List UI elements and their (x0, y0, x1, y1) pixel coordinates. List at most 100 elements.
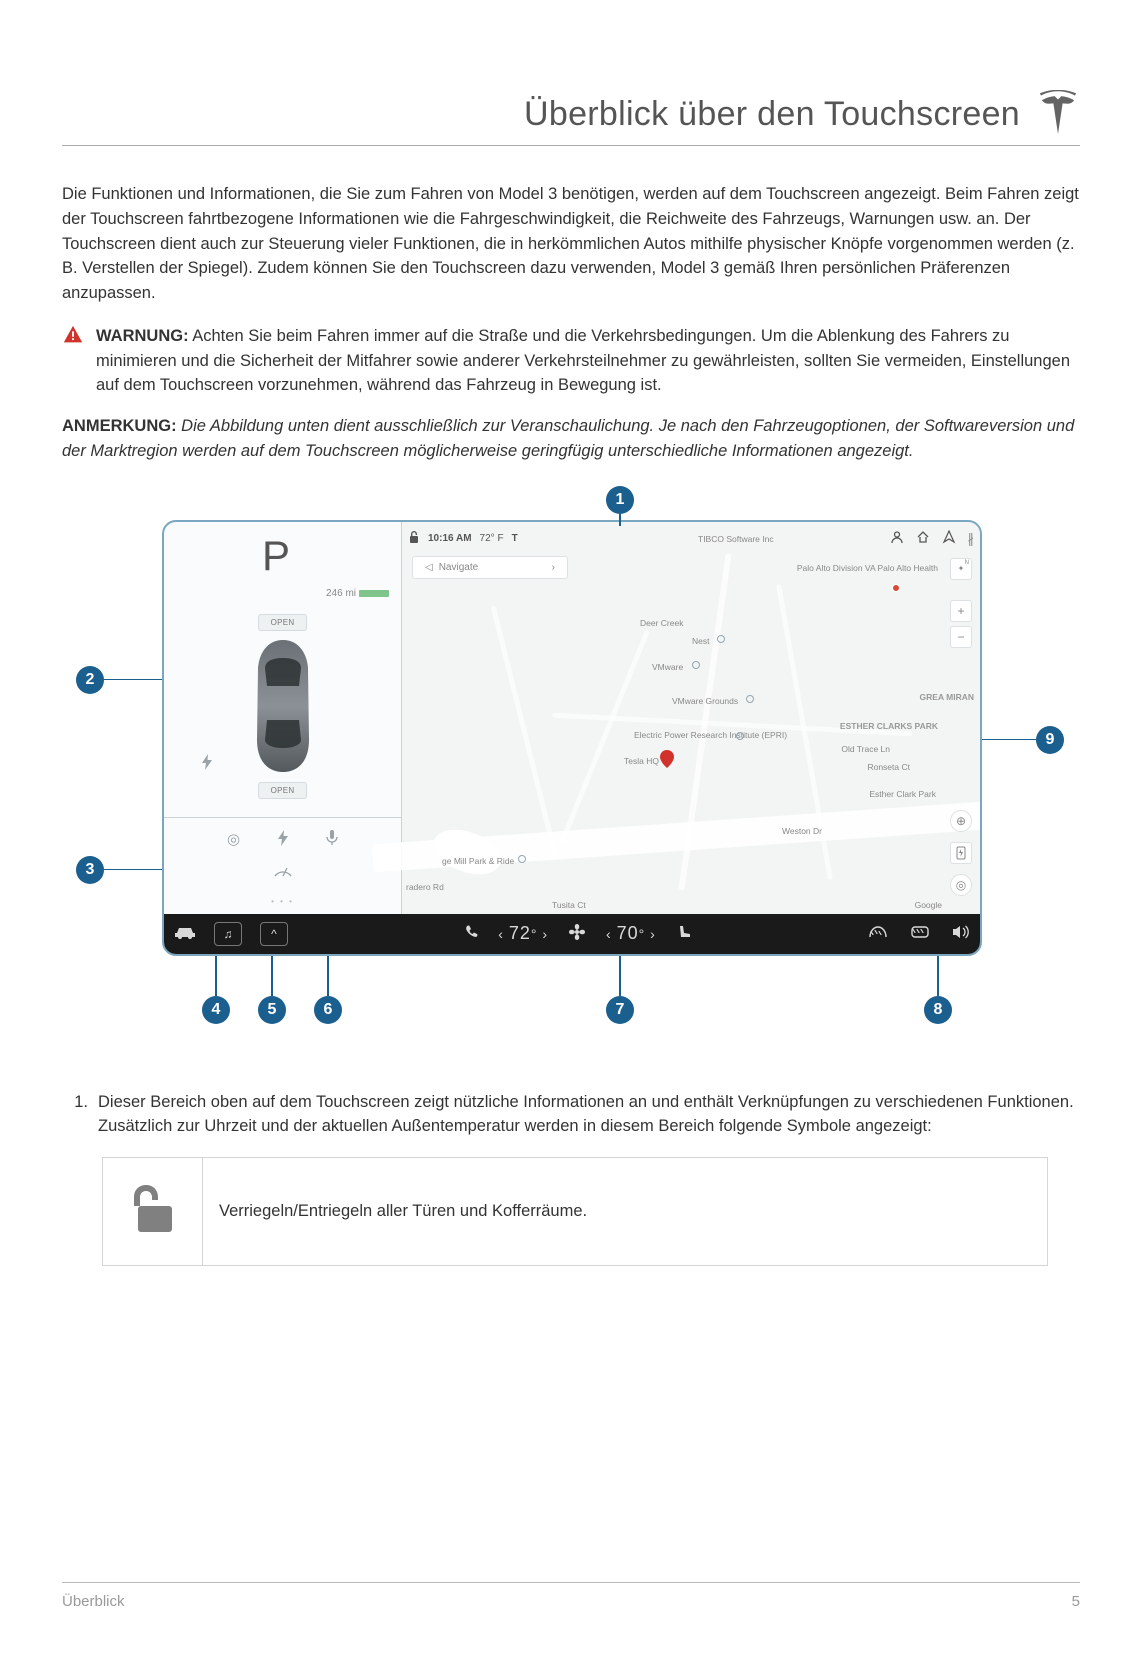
map-label: Google (915, 900, 942, 910)
outside-temp: 72° F (480, 533, 504, 544)
callout-5: 5 (258, 996, 286, 1024)
phone-icon[interactable] (464, 925, 478, 942)
callout-6: 6 (314, 996, 342, 1024)
icon-reference-table: Verriegeln/Entriegeln aller Türen und Ko… (102, 1157, 1048, 1266)
map-label: Electric Power Research Institute (EPRI) (634, 730, 787, 740)
callout-8: 8 (924, 996, 952, 1024)
globe-button[interactable]: ⊕ (950, 810, 972, 832)
map-poi-icon (736, 732, 744, 740)
nav-send-icon: ◁ (425, 562, 433, 573)
fan-icon[interactable] (568, 923, 586, 944)
hvac-driver-temp[interactable]: ‹ 72° › (498, 923, 548, 944)
footer-page-number: 5 (1072, 1593, 1080, 1610)
zoom-out-button[interactable]: − (950, 626, 972, 648)
map-label: radero Rd (406, 882, 444, 892)
open-frunk-button[interactable]: OPEN (258, 614, 308, 631)
callout-2: 2 (76, 666, 104, 694)
callout-4: 4 (202, 996, 230, 1024)
callout-3: 3 (76, 856, 104, 884)
battery-bar-icon (359, 590, 389, 597)
intro-paragraph: Die Funktionen und Informationen, die Si… (62, 182, 1080, 306)
seat-heat-icon[interactable] (676, 924, 692, 943)
map-label: ge Mill Park & Ride (442, 856, 514, 866)
footer-section: Überblick (62, 1593, 125, 1610)
callout-7: 7 (606, 996, 634, 1024)
hvac-passenger-temp[interactable]: ‹ 70° › (606, 923, 656, 944)
map-label: Tusita Ct (552, 900, 586, 910)
page-title: Überblick über den Touchscreen (524, 95, 1020, 134)
tesla-hq-pin-icon (660, 750, 674, 773)
warning-block: WARNUNG: Achten Sie beim Fahren immer au… (62, 324, 1080, 398)
map-area[interactable]: 10:16 AM 72° F T TIBCO Software Inc ∦ ◁N… (402, 522, 980, 918)
status-bar: 10:16 AM 72° F T TIBCO Software Inc ∦ (408, 528, 974, 550)
touchscreen-figure: 1 2 3 4 5 6 7 8 9 P 246 mi OPEN (76, 486, 1066, 1042)
map-label: Palo Alto Division VA Palo Alto Health (797, 564, 938, 573)
map-label: ESTHER CLARKS PARK (840, 722, 938, 731)
map-pin-icon (892, 584, 900, 592)
charger-map-button[interactable] (950, 842, 972, 864)
map-label: Tesla HQ (624, 756, 659, 766)
map-label: VMware (652, 662, 683, 672)
chevron-right-icon: › (552, 562, 555, 573)
clock-text: 10:16 AM (428, 533, 472, 544)
profile-icon[interactable] (890, 530, 904, 547)
tesla-logo-icon (1036, 90, 1080, 139)
nav-arrow-icon[interactable] (942, 530, 956, 547)
map-label: Nest (692, 636, 709, 646)
quick-controls-area: ◎ • • • (164, 818, 401, 918)
instrument-panel: P 246 mi OPEN (164, 522, 402, 918)
map-label: GREA MIRAN (920, 692, 974, 702)
wiper-icon[interactable] (273, 864, 293, 883)
homelink-icon[interactable] (916, 530, 930, 547)
car-status-area: P 246 mi OPEN (164, 522, 401, 818)
map-poi-icon (746, 695, 754, 703)
page-dots: • • • (271, 897, 294, 906)
map-poi-icon (518, 855, 526, 863)
open-trunk-button[interactable]: OPEN (258, 782, 308, 799)
apps-button[interactable]: ^ (260, 922, 288, 946)
unlock-icon (128, 1182, 178, 1236)
bottom-bar: ♫ ^ ‹ 72° › ‹ 70° › (164, 914, 980, 954)
map-poi-icon (692, 661, 700, 669)
map-label: TIBCO Software Inc (698, 534, 774, 544)
map-label: Old Trace Ln (841, 744, 890, 754)
music-button[interactable]: ♫ (214, 922, 242, 946)
lock-icon[interactable] (408, 530, 420, 547)
callout-1: 1 (606, 486, 634, 514)
table-row: Verriegeln/Entriegeln aller Türen und Ko… (103, 1158, 1048, 1266)
lock-desc: Verriegeln/Entriegeln aller Türen und Ko… (203, 1158, 1048, 1266)
bluetooth-icon[interactable]: ∦ (968, 531, 975, 547)
map-label: Esther Clark Park (869, 790, 936, 799)
map-label: Weston Dr (782, 826, 822, 836)
warning-icon (62, 324, 84, 398)
touchscreen-mock: P 246 mi OPEN (162, 520, 982, 956)
charge-bolt-icon (202, 754, 212, 773)
compass-button[interactable]: ✦N (950, 558, 972, 580)
page-footer: Überblick 5 (62, 1582, 1080, 1610)
zoom-in-button[interactable]: + (950, 600, 972, 622)
steering-icon[interactable]: ◎ (227, 830, 240, 850)
defrost-front-icon[interactable] (868, 925, 888, 942)
map-label: Deer Creek (640, 618, 683, 628)
defrost-rear-icon[interactable] (910, 925, 930, 942)
car-top-view-icon (251, 640, 315, 777)
lock-icon-cell (103, 1158, 203, 1266)
locate-button[interactable]: ◎ (950, 874, 972, 896)
list-item: 1. Dieser Bereich oben auf dem Touchscre… (66, 1090, 1076, 1140)
microphone-icon[interactable] (326, 830, 338, 850)
car-icon[interactable] (174, 925, 196, 942)
tesla-t-icon[interactable]: T (512, 533, 518, 544)
map-label: Ronseta Ct (867, 762, 910, 772)
volume-icon[interactable] (952, 925, 970, 942)
note-block: ANMERKUNG: Die Abbildung unten dient aus… (62, 414, 1080, 464)
map-label: VMware Grounds (672, 696, 738, 706)
page-header: Überblick über den Touchscreen (62, 90, 1080, 146)
callout-9: 9 (1036, 726, 1064, 754)
range-indicator: 246 mi (326, 588, 389, 599)
warning-text: WARNUNG: Achten Sie beim Fahren immer au… (96, 324, 1080, 398)
gear-indicator: P (262, 532, 290, 580)
navigate-input[interactable]: ◁Navigate › (412, 556, 568, 579)
charge-icon[interactable] (278, 830, 288, 850)
map-poi-icon (717, 635, 725, 643)
description-list: 1. Dieser Bereich oben auf dem Touchscre… (66, 1090, 1076, 1267)
